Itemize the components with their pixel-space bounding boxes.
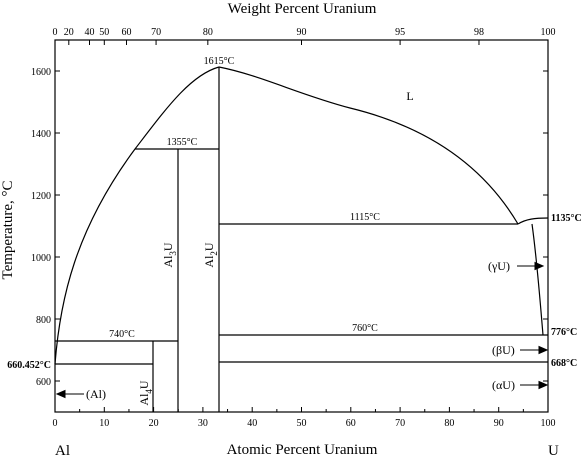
alpha-u-arrow-head <box>538 380 549 390</box>
phase-label-liquid: L <box>406 89 413 103</box>
y-tick-label: 600 <box>36 377 51 388</box>
bottom-tick-label: 70 <box>395 418 405 429</box>
liquidus-curve-right <box>218 66 519 225</box>
top-tick-label: 20 <box>64 27 74 38</box>
top-tick-label: 50 <box>99 27 109 38</box>
bottom-axis-ticks: 0 10 20 30 40 50 60 70 80 90 100 <box>53 407 556 429</box>
temp-label-760: 760°C <box>352 323 378 334</box>
top-tick-label: 0 <box>53 27 58 38</box>
left-axis-title: Temperature, °C <box>0 180 16 279</box>
top-tick-label: 100 <box>541 27 556 38</box>
al-arrow-head <box>55 389 66 399</box>
al3u-tail: U <box>161 242 175 251</box>
bottom-axis-title: Atomic Percent Uranium <box>227 442 378 457</box>
y-tick-label: 1400 <box>31 129 51 140</box>
bottom-tick-label: 50 <box>297 418 307 429</box>
al4u-subscript: 4 <box>144 389 154 394</box>
temp-label-1615: 1615°C <box>204 56 235 67</box>
bottom-tick-label: 20 <box>149 418 159 429</box>
bottom-tick-label: 100 <box>541 418 556 429</box>
bottom-tick-label: 0 <box>53 418 58 429</box>
gamma-u-arrow-head <box>534 261 545 271</box>
y-tick-label: 1000 <box>31 253 51 264</box>
bottom-tick-label: 80 <box>444 418 454 429</box>
phase-label-alpha-u: (αU) <box>492 378 515 392</box>
y-tick-label: 1200 <box>31 191 51 202</box>
top-tick-label: 80 <box>203 27 213 38</box>
corner-label-al: Al <box>55 443 70 457</box>
al3u-subscript: 3 <box>168 251 178 256</box>
top-tick-label: 95 <box>395 27 405 38</box>
phase-label-beta-u: (βU) <box>492 343 515 357</box>
al2u-subscript: 2 <box>209 251 219 256</box>
phase-label-al2u: Al2U <box>202 242 219 268</box>
bottom-tick-label: 60 <box>346 418 356 429</box>
top-tick-label: 70 <box>151 27 161 38</box>
al4u-tail: U <box>137 380 151 389</box>
temp-label-776: 776°C <box>551 327 577 338</box>
temp-label-1355: 1355°C <box>167 137 198 148</box>
al2u-base: Al <box>202 255 216 268</box>
temp-label-740: 740°C <box>109 329 135 340</box>
bottom-tick-label: 30 <box>198 418 208 429</box>
top-tick-label: 40 <box>85 27 95 38</box>
gamma-u-solvus <box>517 217 549 225</box>
phase-boundaries <box>54 66 549 412</box>
temperature-axis-ticks: 600 800 1000 1200 1400 1600 <box>31 67 548 388</box>
top-axis-title: Weight Percent Uranium <box>228 1 377 17</box>
y-tick-label: 800 <box>36 315 51 326</box>
phase-label-gamma-u: (γU) <box>488 259 510 273</box>
phase-label-al: (Al) <box>86 387 106 401</box>
al3u-base: Al <box>161 255 175 268</box>
y-tick-label: 1600 <box>31 67 51 78</box>
top-tick-label: 98 <box>474 27 484 38</box>
phase-label-al4u: Al4U <box>137 380 154 406</box>
bottom-tick-label: 90 <box>494 418 504 429</box>
liquidus-curve-left <box>54 66 220 365</box>
corner-label-u: U <box>548 443 559 457</box>
bottom-tick-label: 40 <box>247 418 257 429</box>
gamma-beta-boundary <box>531 223 544 336</box>
temp-label-660: 660.452°C <box>7 360 51 371</box>
bottom-tick-label: 10 <box>99 418 109 429</box>
top-tick-label: 60 <box>121 27 131 38</box>
beta-u-arrow-head <box>538 345 549 355</box>
top-tick-label: 90 <box>297 27 307 38</box>
al4u-base: Al <box>137 393 151 406</box>
temp-label-668: 668°C <box>551 358 577 369</box>
phase-arrows <box>55 261 549 399</box>
temp-label-1135: 1135°C <box>551 213 582 224</box>
temp-label-1115: 1115°C <box>350 212 380 223</box>
al2u-tail: U <box>202 242 216 251</box>
plot-frame <box>54 39 549 413</box>
top-axis-ticks: 0 20 40 50 60 70 80 90 95 98 100 <box>53 27 556 45</box>
phase-label-al3u: Al3U <box>161 242 178 268</box>
